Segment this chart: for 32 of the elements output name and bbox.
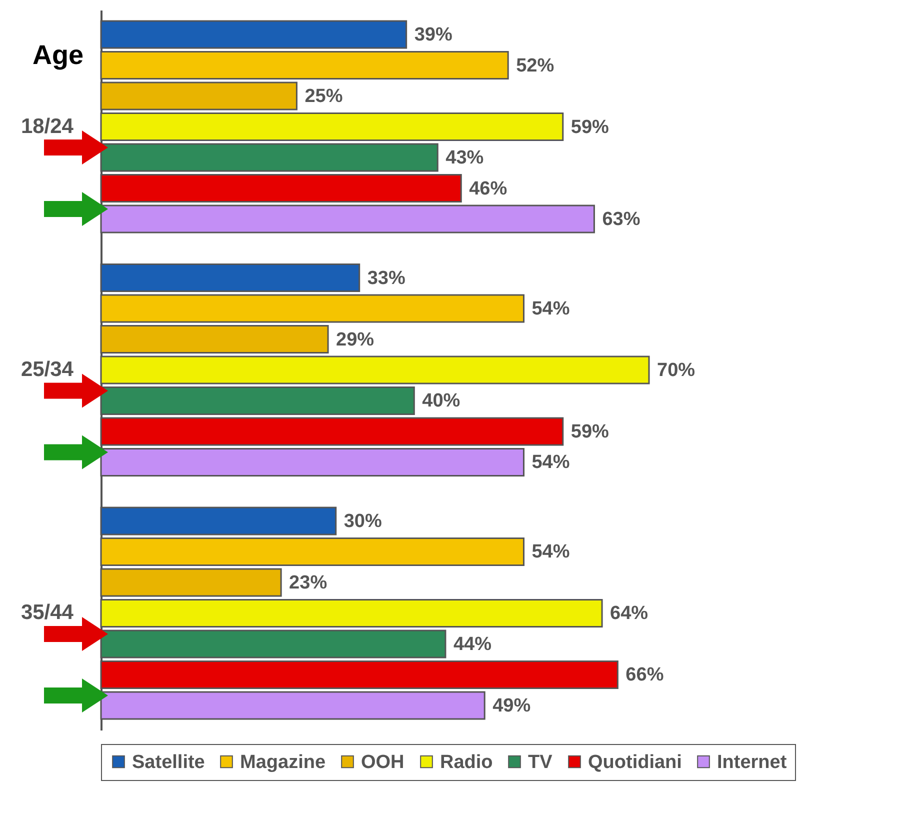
legend-label: Magazine bbox=[240, 752, 326, 773]
legend-label: Internet bbox=[717, 752, 788, 773]
y-tick-label: 25/34 bbox=[20, 358, 74, 381]
data-label: 23% bbox=[289, 572, 328, 594]
legend-label: TV bbox=[528, 752, 553, 773]
data-label: 59% bbox=[570, 116, 610, 138]
data-label: 39% bbox=[414, 24, 452, 46]
data-label: 49% bbox=[492, 695, 531, 716]
data-label: 25% bbox=[304, 86, 343, 108]
data-label: 44% bbox=[453, 634, 492, 655]
data-label: 64% bbox=[610, 603, 648, 624]
data-label: 54% bbox=[532, 542, 570, 563]
legend-label: Quotidiani bbox=[588, 752, 682, 773]
legend-label: OOH bbox=[361, 752, 404, 773]
data-label: 40% bbox=[422, 390, 460, 412]
data-label: 46% bbox=[469, 178, 508, 200]
text: Age bbox=[32, 40, 84, 70]
data-label: 30% bbox=[344, 511, 382, 532]
data-label: 43% bbox=[446, 148, 484, 169]
data-label: 54% bbox=[532, 298, 570, 320]
data-label: 54% bbox=[532, 452, 570, 474]
data-label: 33% bbox=[367, 268, 406, 289]
y-tick-label: 18/24 bbox=[20, 114, 74, 138]
data-label: 59% bbox=[570, 421, 610, 442]
data-label: 66% bbox=[626, 664, 664, 686]
legend-label: Radio bbox=[440, 752, 493, 773]
data-label: 63% bbox=[602, 209, 640, 230]
data-label: 29% bbox=[336, 329, 374, 350]
legend-label: Satellite bbox=[132, 752, 205, 773]
data-label: 70% bbox=[657, 360, 696, 381]
y-tick-label: 35/44 bbox=[20, 601, 74, 624]
data-label: 52% bbox=[516, 55, 554, 76]
